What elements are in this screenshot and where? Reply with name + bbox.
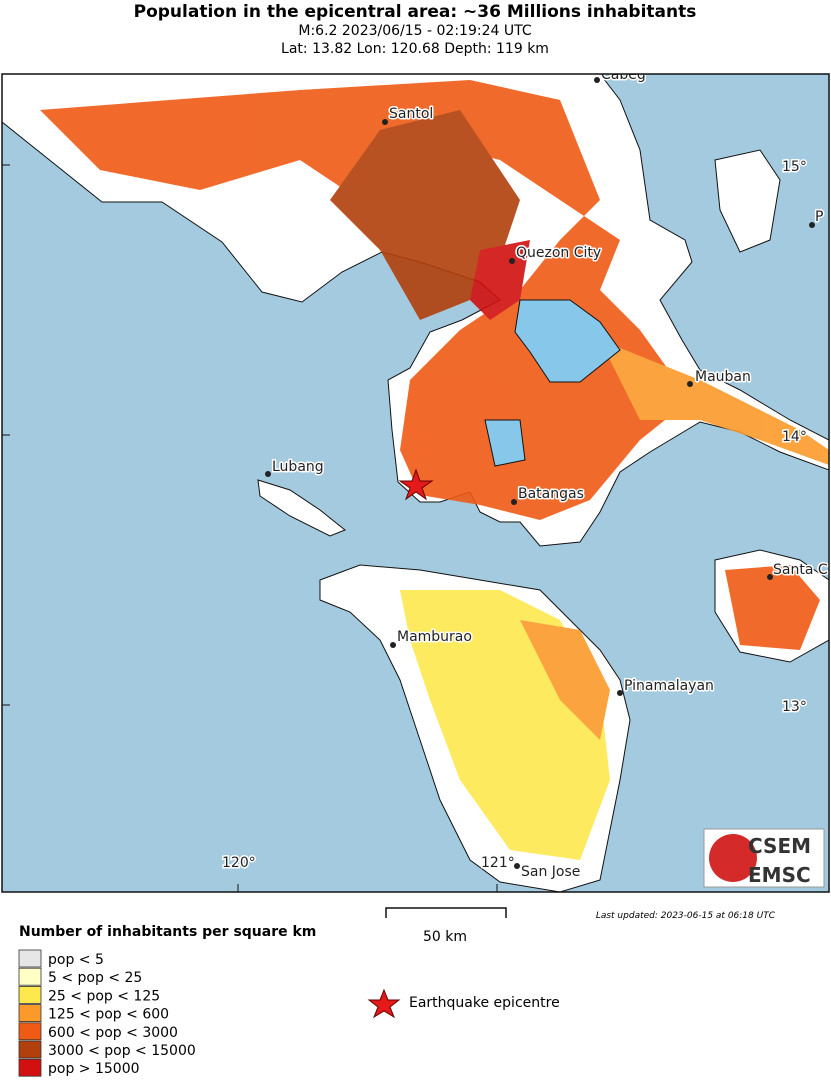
place-label: Cabeg — [601, 67, 646, 83]
legend-title: Number of inhabitants per square km — [19, 924, 316, 940]
logo-text: CSEM — [748, 834, 811, 858]
place-label: San Jose — [521, 864, 580, 880]
legend-swatch — [18, 1040, 42, 1059]
legend-label: pop > 15000 — [48, 1061, 140, 1077]
lon-label: 121° — [481, 855, 515, 871]
place-label: P — [815, 209, 823, 225]
legend-label: Earthquake epicentre — [409, 995, 560, 1011]
logo-text: EMSC — [748, 863, 811, 887]
legend-swatch — [18, 1058, 42, 1077]
legend-swatch — [18, 1022, 42, 1041]
legend-swatch — [18, 986, 42, 1004]
subtitle: M:6.2 2023/06/15 - 02:19:24 UTC — [298, 23, 531, 39]
title: Population in the epicentral area: ~36 M… — [134, 2, 697, 22]
lon-label: 120° — [222, 855, 256, 871]
place-markers — [265, 77, 815, 869]
logo: CSEM EMSC — [703, 828, 825, 888]
lat-label: 15° — [782, 159, 807, 175]
place-label: Batangas — [518, 486, 584, 502]
place-label: Lubang — [272, 459, 324, 475]
last-updated: Last updated: 2023-06-15 at 06:18 UTC — [596, 911, 776, 921]
place-label: Pinamalayan — [624, 678, 714, 694]
legend-label: 600 < pop < 3000 — [48, 1025, 178, 1041]
legend-swatch — [18, 967, 42, 986]
place-label: Mamburao — [397, 629, 472, 645]
legend-star — [367, 988, 401, 1019]
map: Cabeg Santol Quezon City P Mauban Lubang… — [1, 67, 830, 893]
legend-label: 3000 < pop < 15000 — [48, 1043, 196, 1059]
lat-label: 13° — [782, 699, 807, 715]
epicentre-star — [398, 468, 434, 501]
place-label: Santa C — [773, 562, 828, 578]
legend-label: 25 < pop < 125 — [48, 988, 160, 1004]
location: Lat: 13.82 Lon: 120.68 Depth: 119 km — [281, 41, 549, 57]
place-label: Mauban — [695, 369, 751, 385]
legend-label: 5 < pop < 25 — [48, 970, 142, 986]
legend-label: 125 < pop < 600 — [48, 1007, 169, 1023]
legend: pop < 5 5 < pop < 25 25 < pop < 125 125 < p… — [18, 949, 196, 1077]
place-label: Santol — [389, 106, 433, 122]
scale-label: 50 km — [423, 929, 467, 945]
place-label: Quezon City — [516, 245, 601, 261]
lat-label: 14° — [782, 429, 807, 445]
legend-swatch — [18, 949, 42, 968]
scale-bar — [385, 907, 507, 918]
legend-label: pop < 5 — [48, 952, 104, 968]
legend-swatch — [18, 1004, 42, 1022]
